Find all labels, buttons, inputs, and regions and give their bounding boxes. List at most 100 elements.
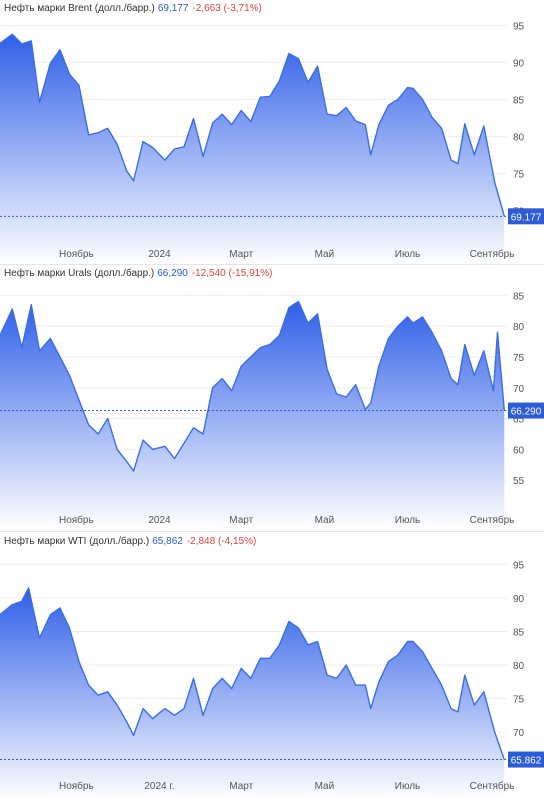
- data-point: [388, 661, 390, 663]
- data-point: [193, 118, 195, 120]
- y-tick-label: 95: [513, 560, 525, 571]
- data-point: [345, 396, 347, 398]
- series-line: [0, 33, 505, 217]
- data-point: [298, 301, 300, 303]
- data-point: [370, 154, 372, 156]
- x-tick-label-сентябрь: Сентябрь: [470, 248, 515, 260]
- data-point: [317, 641, 319, 643]
- data-point: [221, 378, 223, 380]
- data-point: [370, 708, 372, 710]
- data-point: [464, 674, 466, 676]
- data-point: [164, 708, 166, 710]
- x-tick-label-май: Май: [315, 515, 335, 526]
- last-value-tag: 65.862: [508, 751, 544, 768]
- x-tick-label-сентябрь: Сентябрь: [470, 780, 515, 792]
- urals-area-chart: 55 60 65 70 75 80 85 66.290 Ноябрь 2024 Март Май Июл…: [0, 291, 544, 529]
- y-tick-label: 90: [513, 594, 525, 605]
- x-tick-label-ноябрь: Ноябрь: [59, 780, 94, 792]
- data-point: [279, 80, 281, 82]
- data-point: [174, 715, 176, 717]
- data-point: [397, 325, 399, 327]
- data-point: [412, 641, 414, 643]
- data-point: [355, 684, 357, 686]
- y-tick-label: 80: [513, 661, 525, 672]
- data-point: [21, 347, 23, 349]
- data-point: [317, 313, 319, 315]
- data-point: [422, 316, 424, 318]
- data-point: [97, 433, 99, 435]
- data-point: [336, 115, 338, 117]
- y-tick-label: 75: [513, 169, 525, 180]
- data-point: [88, 424, 90, 426]
- data-point: [174, 148, 176, 150]
- y-tick-label: 90: [513, 58, 525, 69]
- data-point: [441, 684, 443, 686]
- data-point: [116, 449, 118, 451]
- data-point: [269, 658, 271, 660]
- data-point: [240, 668, 242, 670]
- data-point: [240, 110, 242, 112]
- data-point: [142, 708, 144, 710]
- data-point: [126, 461, 128, 463]
- last-value-tag-bg: [508, 402, 544, 419]
- data-point: [133, 470, 135, 472]
- data-point: [388, 105, 390, 107]
- data-point: [50, 614, 52, 616]
- series-area: [0, 301, 505, 529]
- last-value-tag-text: 69.177: [511, 212, 542, 223]
- data-point: [12, 34, 14, 36]
- data-point: [183, 442, 185, 444]
- data-point: [269, 96, 271, 98]
- x-tick-label-2024-г: 2024 г.: [144, 781, 174, 792]
- y-tick-label: 85: [513, 291, 525, 302]
- data-point: [21, 43, 23, 45]
- data-point: [116, 704, 118, 706]
- series-area: [0, 587, 505, 800]
- data-point: [298, 58, 300, 60]
- data-point: [431, 116, 433, 118]
- data-point: [69, 627, 71, 629]
- data-point: [97, 694, 99, 696]
- data-point: [133, 735, 135, 737]
- panel-divider: [0, 264, 544, 265]
- data-point: [28, 587, 30, 589]
- urals-change: -12,540 (-15,91%): [191, 268, 273, 279]
- data-point: [221, 678, 223, 680]
- data-point: [412, 322, 414, 324]
- x-tick-label-март: Март: [229, 249, 253, 260]
- data-point: [365, 684, 367, 686]
- data-point: [457, 711, 459, 713]
- brent-title: Нефть марки Brent (долл./барр.): [4, 3, 155, 14]
- data-point: [50, 62, 52, 64]
- data-point: [483, 350, 485, 352]
- data-point: [378, 124, 380, 126]
- data-point: [183, 146, 185, 148]
- series-line: [0, 587, 505, 760]
- wti-title-row: Нефть марки WTI (долл./барр.) 65,862 -2,84…: [4, 536, 256, 547]
- data-point: [464, 123, 466, 125]
- data-point: [483, 691, 485, 693]
- wti-area-chart: 70 75 80 85 90 95 65.862 Ноябрь 2024 г. Март Май Ию…: [0, 560, 544, 800]
- data-point: [288, 307, 290, 309]
- data-point: [307, 644, 309, 646]
- data-point: [126, 170, 128, 172]
- data-point: [326, 674, 328, 676]
- data-point: [407, 641, 409, 643]
- data-point: [39, 637, 41, 639]
- data-point: [21, 601, 23, 603]
- data-point: [457, 384, 459, 386]
- data-point: [345, 664, 347, 666]
- data-point: [164, 159, 166, 161]
- data-point: [494, 731, 496, 733]
- data-point: [39, 102, 41, 104]
- data-point: [39, 350, 41, 352]
- data-point: [78, 661, 80, 663]
- data-point: [59, 49, 61, 51]
- data-point: [59, 356, 61, 358]
- data-point: [464, 344, 466, 346]
- x-tick-label-июль: Июль: [395, 515, 421, 526]
- data-point: [31, 40, 33, 42]
- data-point: [422, 651, 424, 653]
- data-point: [388, 338, 390, 340]
- data-point: [450, 159, 452, 161]
